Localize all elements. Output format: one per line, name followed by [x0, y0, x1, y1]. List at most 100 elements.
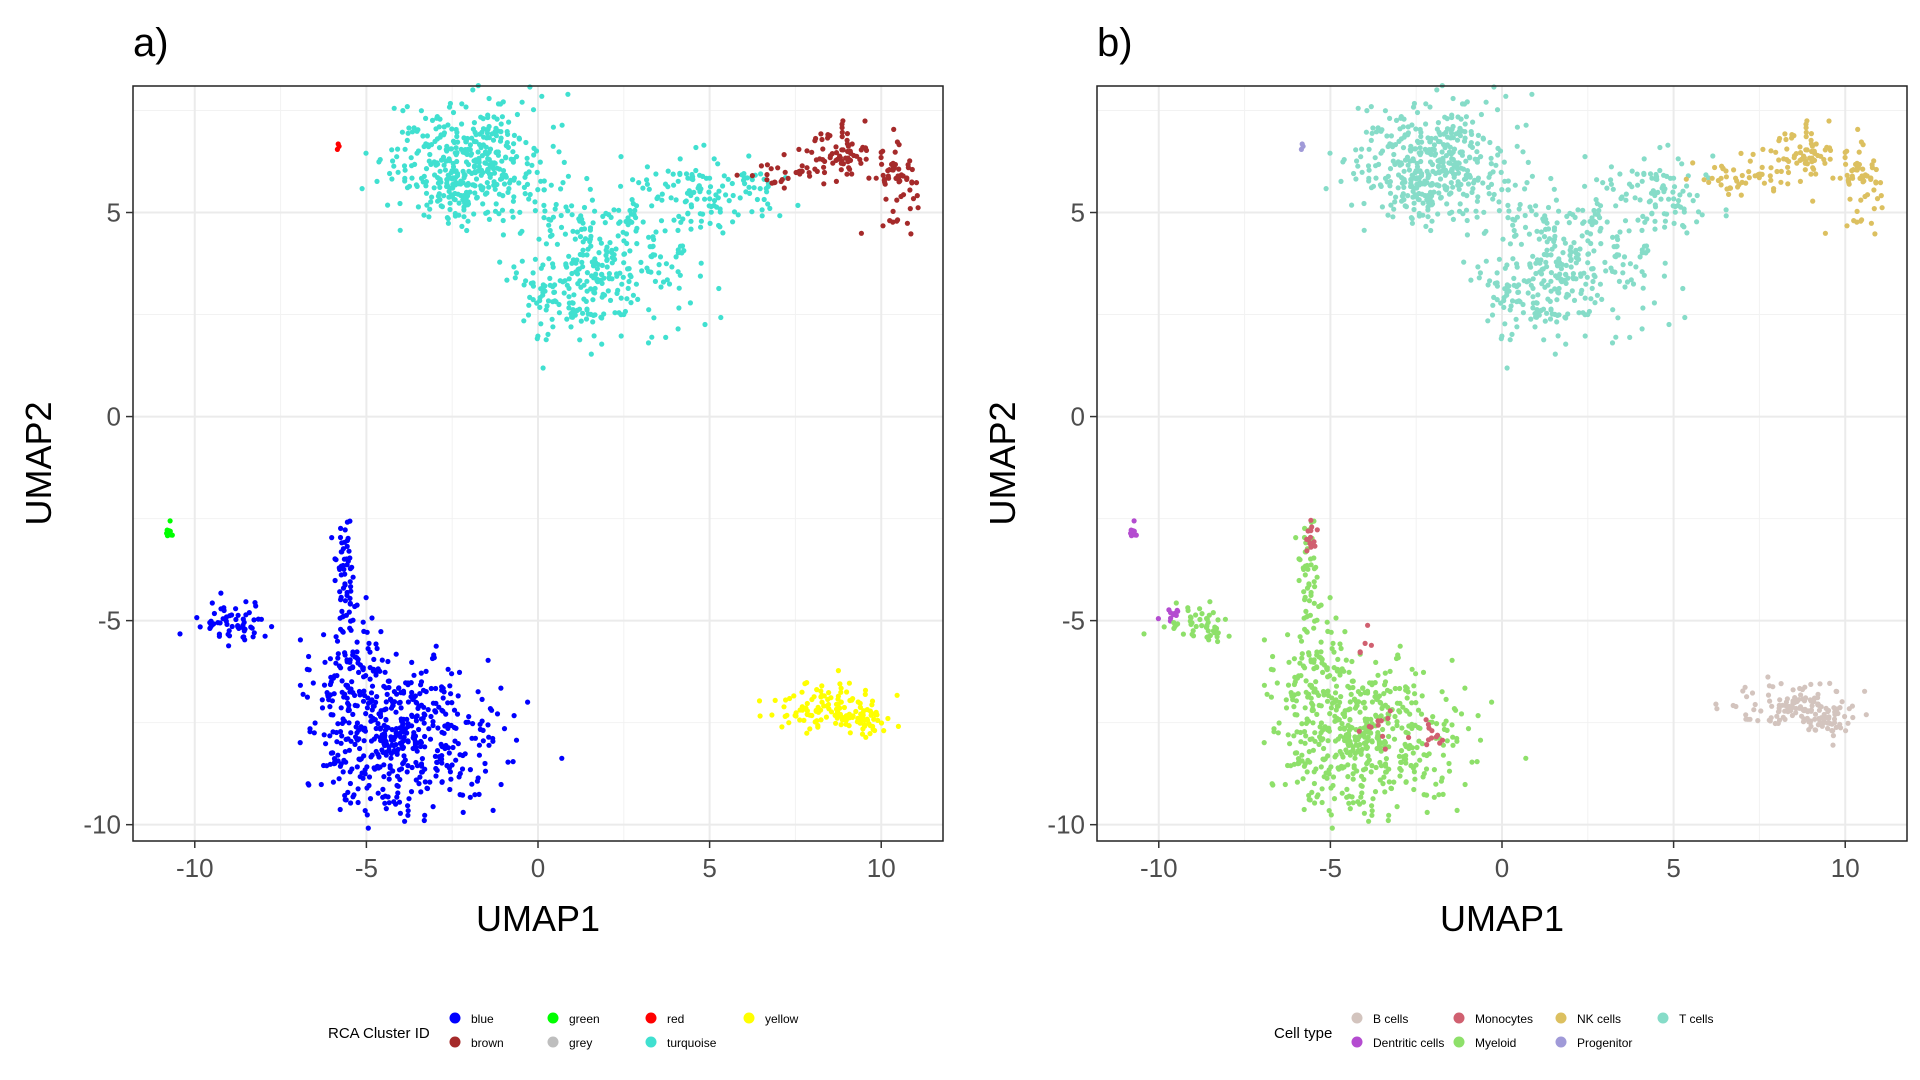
point	[720, 183, 726, 189]
point	[1388, 785, 1394, 791]
point	[1809, 703, 1815, 709]
point	[448, 146, 454, 152]
point	[1799, 686, 1806, 693]
point	[1812, 716, 1818, 722]
point	[386, 678, 392, 684]
point	[1481, 209, 1487, 215]
point	[1450, 742, 1456, 748]
point	[368, 713, 374, 719]
point	[306, 653, 312, 660]
point	[439, 779, 445, 785]
point	[644, 181, 651, 187]
point	[583, 316, 590, 322]
point	[401, 163, 408, 169]
point	[1498, 336, 1504, 342]
point	[433, 126, 439, 132]
point	[891, 126, 897, 132]
point	[1862, 688, 1868, 694]
point	[1477, 270, 1483, 276]
point	[1325, 692, 1332, 699]
point	[878, 154, 884, 161]
point	[730, 219, 736, 225]
point	[355, 799, 361, 806]
point	[1635, 182, 1641, 188]
point	[1329, 700, 1336, 706]
legend-item: NK cells	[1555, 1012, 1621, 1026]
point	[1633, 264, 1639, 270]
point	[1311, 657, 1317, 663]
point	[1514, 124, 1520, 130]
point	[548, 182, 554, 188]
point	[419, 756, 425, 762]
point	[819, 683, 825, 689]
point	[882, 179, 888, 185]
point	[1776, 708, 1782, 714]
point	[423, 166, 430, 172]
point	[1476, 275, 1482, 281]
point	[838, 685, 844, 691]
point	[338, 705, 344, 711]
point	[367, 649, 373, 655]
point	[1649, 211, 1655, 217]
point	[1432, 152, 1438, 158]
point	[1435, 163, 1442, 169]
point	[1406, 723, 1412, 729]
point	[787, 695, 793, 702]
point	[1661, 211, 1667, 217]
point	[397, 699, 403, 706]
point	[344, 682, 350, 689]
point	[546, 256, 552, 262]
point	[375, 751, 381, 757]
point	[1632, 195, 1638, 201]
point	[1403, 687, 1409, 693]
point	[1542, 318, 1548, 324]
point	[1770, 684, 1776, 690]
point	[421, 173, 427, 179]
point	[306, 667, 312, 673]
point	[1501, 304, 1507, 310]
point	[297, 682, 303, 688]
point	[1342, 737, 1348, 744]
point	[1369, 763, 1375, 769]
point	[1597, 228, 1603, 234]
legend-key	[1555, 1012, 1567, 1024]
point	[450, 109, 457, 116]
point	[1301, 729, 1308, 735]
point	[1536, 236, 1542, 242]
point	[1604, 219, 1610, 225]
point	[1626, 228, 1632, 234]
point	[460, 809, 466, 816]
point	[551, 289, 558, 295]
point	[550, 261, 556, 267]
point	[350, 649, 356, 655]
point	[347, 518, 353, 524]
point	[677, 156, 683, 162]
point	[433, 643, 439, 649]
point	[397, 725, 403, 731]
point	[1639, 178, 1645, 184]
point	[1462, 781, 1468, 788]
point	[1807, 718, 1814, 724]
point	[541, 215, 547, 221]
point	[1434, 126, 1440, 132]
point	[1355, 743, 1361, 749]
point	[566, 276, 572, 282]
point	[1857, 175, 1863, 181]
point	[370, 717, 376, 723]
point	[1321, 757, 1327, 763]
point	[386, 776, 392, 782]
point	[435, 198, 441, 204]
point	[1818, 704, 1824, 710]
point	[909, 180, 915, 186]
point	[843, 721, 849, 727]
point	[454, 133, 460, 140]
point	[570, 228, 576, 234]
point	[757, 713, 763, 719]
point	[1856, 149, 1862, 155]
point	[1843, 728, 1849, 734]
point	[350, 711, 356, 718]
point	[1615, 315, 1621, 321]
point	[458, 192, 464, 199]
point	[619, 281, 625, 287]
point	[1377, 777, 1383, 783]
